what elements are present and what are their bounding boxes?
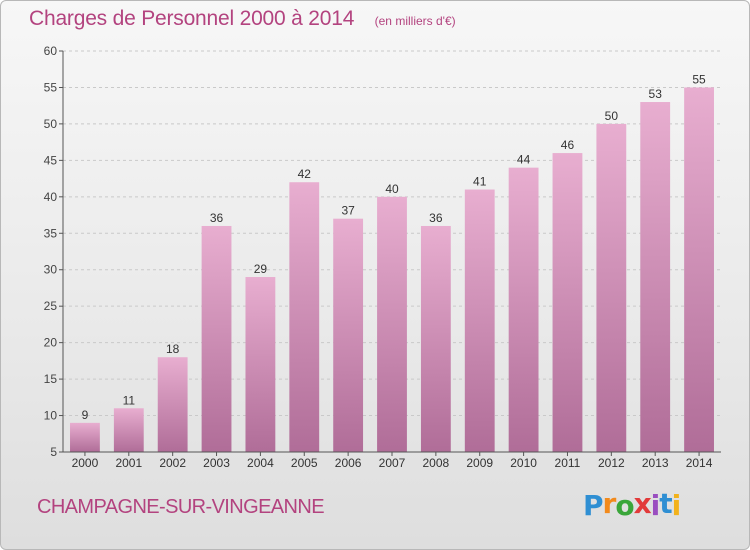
chart-subtitle: (en milliers d'€) xyxy=(374,14,456,28)
data-label: 11 xyxy=(123,393,136,407)
y-tick-label: 50 xyxy=(44,117,58,131)
x-tick-label: 2014 xyxy=(686,456,713,470)
data-label: 55 xyxy=(692,72,706,86)
x-tick-label: 2013 xyxy=(642,456,669,470)
y-tick-label: 10 xyxy=(44,409,58,423)
bar-2009 xyxy=(464,189,495,452)
bar-2004 xyxy=(245,277,276,452)
x-tick-label: 2001 xyxy=(115,456,142,470)
bar-2011 xyxy=(552,153,583,452)
data-label: 36 xyxy=(210,211,224,225)
data-label: 37 xyxy=(341,204,355,218)
x-tick-label: 2011 xyxy=(555,456,581,470)
title-row: Charges de Personnel 2000 à 2014 (en mil… xyxy=(29,7,456,31)
data-label: 9 xyxy=(82,408,89,422)
logo-letter: i xyxy=(671,489,682,522)
logo-letter: r xyxy=(602,487,617,520)
data-label: 29 xyxy=(254,262,268,276)
data-label: 50 xyxy=(605,109,619,123)
data-label: 36 xyxy=(429,211,443,225)
x-tick-label: 2006 xyxy=(335,456,362,470)
data-label: 42 xyxy=(298,167,312,181)
x-tick-label: 2003 xyxy=(203,456,230,470)
bar-2007 xyxy=(377,196,407,452)
data-label: 18 xyxy=(166,342,180,356)
y-tick-label: 45 xyxy=(44,153,58,167)
x-tick-label: 2007 xyxy=(379,456,406,470)
proxiti-logo[interactable]: Proxiti xyxy=(583,487,682,522)
bar-layer: 9 11 18 36 29 42 37 40 36 41 44 46 50 53 55 xyxy=(70,72,714,453)
x-tick-label: 2000 xyxy=(72,456,99,470)
x-tick-label: 2010 xyxy=(510,456,537,470)
logo-letter: i xyxy=(650,489,661,522)
logo-letter: P xyxy=(583,489,604,522)
logo-letter: x xyxy=(633,487,652,520)
logo-letter: t xyxy=(659,487,672,520)
y-tick-label: 30 xyxy=(44,263,58,277)
bar-2006 xyxy=(333,218,364,452)
y-tick-label: 25 xyxy=(44,299,58,313)
y-tick-label: 5 xyxy=(50,445,57,459)
bar-2013 xyxy=(640,102,671,452)
x-tick-label: 2002 xyxy=(159,456,186,470)
bar-2003 xyxy=(201,225,232,452)
bar-2005 xyxy=(289,182,320,452)
y-tick-label: 15 xyxy=(44,372,58,386)
axis-layer: 5 10 15 20 25 30 35 40 45 50 55 60 2000 2001 2002 2003 2… xyxy=(44,44,721,470)
bar-2002 xyxy=(157,357,188,452)
bar-2012 xyxy=(596,123,627,452)
y-tick-label: 35 xyxy=(44,226,58,240)
bar-2001 xyxy=(113,408,144,452)
chart-title: Charges de Personnel 2000 à 2014 xyxy=(29,7,355,30)
data-label: 46 xyxy=(561,138,575,152)
y-tick-label: 20 xyxy=(44,336,58,350)
commune-name: CHAMPAGNE-SUR-VINGEANNE xyxy=(37,496,325,518)
bar-2014 xyxy=(684,87,714,453)
x-tick-label: 2012 xyxy=(598,456,625,470)
y-tick-label: 40 xyxy=(44,190,58,204)
y-tick-label: 55 xyxy=(44,80,58,94)
bar-2010 xyxy=(508,167,539,452)
data-label: 44 xyxy=(517,153,531,167)
data-label: 53 xyxy=(649,87,663,101)
x-tick-label: 2008 xyxy=(423,456,450,470)
bar-2000 xyxy=(70,422,100,452)
data-label: 41 xyxy=(473,175,487,189)
x-tick-label: 2009 xyxy=(466,456,493,470)
x-tick-label: 2004 xyxy=(247,456,274,470)
logo-letter: o xyxy=(615,489,634,522)
bar-2008 xyxy=(420,225,451,452)
y-tick-label: 60 xyxy=(44,44,58,58)
x-tick-label: 2005 xyxy=(291,456,318,470)
data-label: 40 xyxy=(385,182,399,196)
